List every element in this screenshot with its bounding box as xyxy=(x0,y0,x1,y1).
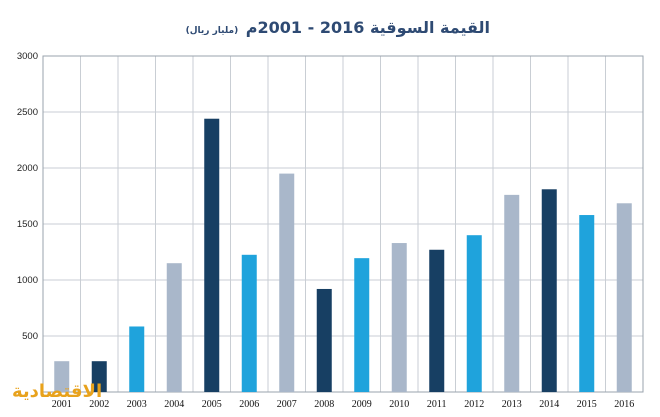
y-tick-label: 1500 xyxy=(17,219,38,230)
bar-2014 xyxy=(541,189,557,392)
y-tick-label: 2500 xyxy=(17,107,38,118)
bar-2005 xyxy=(204,118,220,392)
bar-2016 xyxy=(616,203,632,392)
bar-2012 xyxy=(466,235,482,392)
x-tick-label: 2014 xyxy=(539,399,559,410)
x-axis-ticks: 2001 2002 2003 2004 2005 2006 2007 2008 2009 2010… xyxy=(52,399,635,410)
x-tick-label: 2006 xyxy=(239,399,259,410)
bar-2006 xyxy=(241,254,257,392)
x-tick-label: 2011 xyxy=(427,399,447,410)
chart-title-text: القيمة السوقية 2016 - 2001م xyxy=(245,18,490,37)
bars xyxy=(54,118,632,392)
plot-area-border xyxy=(42,55,644,393)
bar-2002 xyxy=(91,361,107,392)
x-tick-label: 2005 xyxy=(202,399,222,410)
y-tick-label: 1000 xyxy=(17,275,38,286)
chart-unit-label: (مليار ريال) xyxy=(185,26,239,36)
plot-frame xyxy=(42,55,644,393)
x-tick-label: 2010 xyxy=(389,399,409,410)
x-tick-label: 2008 xyxy=(314,399,334,410)
y-axis-ticks: 500 1000 1500 2000 2500 3000 xyxy=(17,51,38,342)
y-tick-label: 2000 xyxy=(17,163,38,174)
x-tick-label: 2016 xyxy=(614,399,634,410)
chart-title: القيمة السوقية 2016 - 2001م (مليار ريال) xyxy=(186,18,490,37)
bar-2011 xyxy=(429,249,445,392)
bar-2003 xyxy=(129,326,145,392)
x-tick-label: 2015 xyxy=(577,399,597,410)
x-tick-label: 2003 xyxy=(127,399,147,410)
bar-2004 xyxy=(166,263,182,392)
x-tick-label: 2007 xyxy=(277,399,297,410)
publisher-watermark: الاقتصادية xyxy=(12,381,103,402)
x-tick-label: 2009 xyxy=(352,399,372,410)
bar-2007 xyxy=(279,173,295,392)
bar-2010 xyxy=(391,243,407,392)
x-tick-label: 2001 xyxy=(52,399,72,410)
x-tick-label: 2004 xyxy=(164,399,184,410)
x-tick-label: 2002 xyxy=(89,399,109,410)
bar-2001 xyxy=(54,361,70,392)
bar-2015 xyxy=(579,215,595,392)
bar-2009 xyxy=(354,258,370,392)
bar-2013 xyxy=(504,194,520,392)
x-tick-label: 2012 xyxy=(464,399,484,410)
x-tick-label: 2013 xyxy=(502,399,522,410)
y-tick-label: 3000 xyxy=(17,51,38,62)
y-tick-label: 500 xyxy=(22,331,38,342)
bar-2008 xyxy=(316,288,332,392)
